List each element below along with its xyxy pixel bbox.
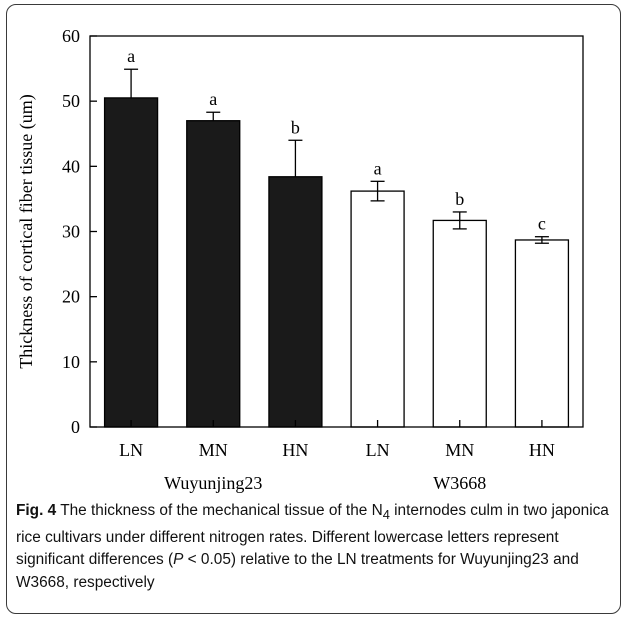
caption-p-italic: P: [173, 551, 184, 569]
bar-wuyunjing23-mn: [186, 120, 241, 428]
bar-wuyunjing23-ln: [103, 97, 159, 428]
figure-caption: Fig. 4 The thickness of the mechanical t…: [16, 500, 614, 594]
sig-letter-w3668-ln: a: [374, 158, 382, 178]
bar-w3668-ln: [350, 190, 405, 428]
x-tick-label-0: LN: [119, 440, 143, 460]
bar-wuyunjing23-hn: [268, 176, 323, 428]
y-tick-label-30: 30: [62, 222, 80, 242]
caption-text-3: < 0.05) relative to the LN treatments fo…: [16, 551, 579, 591]
y-tick-label-60: 60: [62, 26, 80, 46]
y-axis-label: Thickness of cortical fiber tissue (um): [16, 94, 37, 368]
x-tick-label-2: HN: [282, 440, 308, 460]
sig-letter-wuyunjing23-hn: b: [291, 117, 300, 137]
plot-area-border: [89, 35, 584, 428]
figure-frame: [6, 4, 621, 614]
y-tick-label-20: 20: [62, 287, 80, 307]
sig-letter-wuyunjing23-mn: a: [209, 89, 217, 109]
caption-n4-subscript: 4: [382, 507, 390, 523]
group-label-wuyunjing23: Wuyunjing23: [164, 473, 262, 493]
x-tick-label-4: MN: [445, 440, 474, 460]
x-tick-label-1: MN: [199, 440, 228, 460]
y-tick-label-10: 10: [62, 352, 80, 372]
bar-chart: 0 10 20 30 40 50 60 Thickness of cortical fiber…: [16, 26, 584, 493]
bar-w3668-mn: [432, 219, 487, 428]
bar-w3668-hn: [514, 239, 570, 428]
caption-text-1: The thickness of the mechanical tissue o…: [56, 502, 383, 519]
sig-letter-w3668-hn: c: [538, 214, 546, 234]
caption-text-2: internodes culm in two japonica rice cul…: [16, 502, 609, 569]
y-tick-label-0: 0: [71, 417, 80, 437]
sig-letter-wuyunjing23-ln: a: [127, 46, 135, 66]
figure-label: Fig. 4: [16, 502, 57, 519]
x-tick-label-5: HN: [529, 440, 555, 460]
x-tick-label-3: LN: [366, 440, 390, 460]
y-tick-label-40: 40: [62, 156, 80, 176]
sig-letter-w3668-mn: b: [455, 189, 464, 209]
y-tick-label-50: 50: [62, 91, 80, 111]
group-label-w3668: W3668: [433, 473, 486, 493]
